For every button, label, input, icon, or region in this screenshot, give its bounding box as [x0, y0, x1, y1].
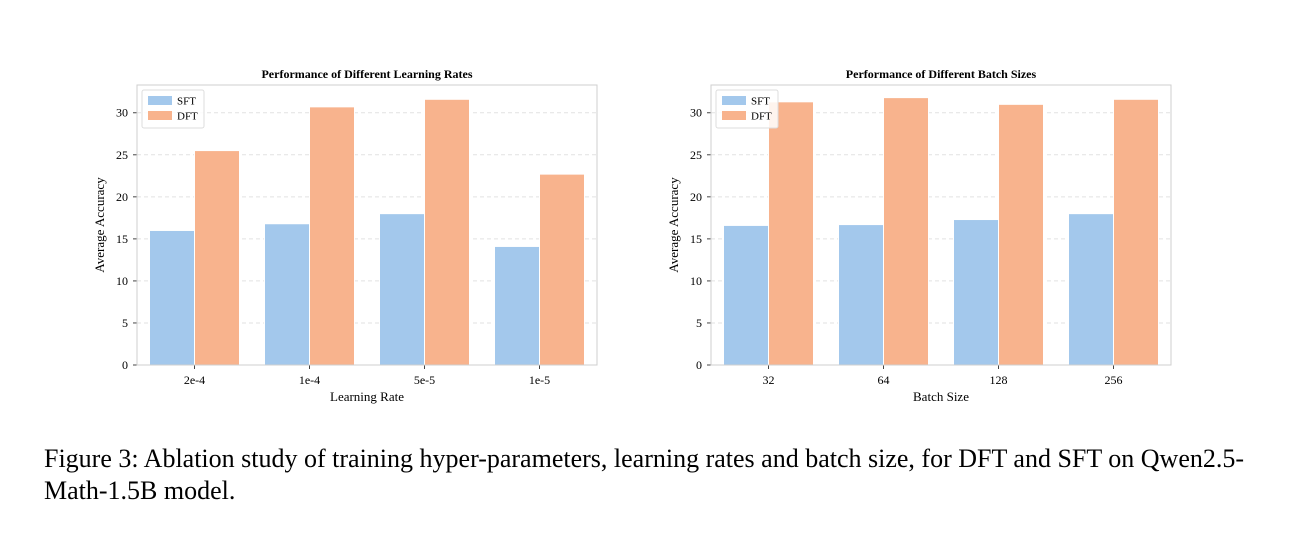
x-tick-label: 2e-4: [184, 373, 205, 387]
y-axis-label: Average Accuracy: [92, 177, 107, 273]
x-axis-label: Learning Rate: [330, 389, 404, 404]
x-tick-label: 1e-4: [299, 373, 320, 387]
y-tick-label: 5: [122, 316, 128, 330]
legend-label-dft: DFT: [177, 111, 198, 123]
bar-sft-1: [838, 224, 884, 366]
y-tick-label: 15: [116, 232, 128, 246]
bar-dft-1: [309, 106, 355, 366]
bar-dft-3: [539, 173, 585, 366]
chart-title: Performance of Different Batch Sizes: [846, 67, 1037, 81]
x-axis-label: Batch Size: [913, 389, 969, 404]
x-tick-label: 32: [763, 373, 775, 387]
y-tick-label: 20: [116, 190, 128, 204]
y-tick-label: 20: [690, 190, 702, 204]
bar-sft-1: [264, 223, 310, 366]
legend-label-sft: SFT: [177, 96, 196, 108]
y-tick-label: 30: [116, 106, 128, 120]
bar-sft-3: [494, 245, 540, 366]
bar-dft-0: [768, 101, 814, 366]
x-tick-label: 128: [990, 373, 1008, 387]
bar-sft-0: [723, 224, 769, 366]
y-tick-label: 30: [690, 106, 702, 120]
chart-learning-rates: 2e-4 1e-4 5e-5 1e-5 0 5 10 15 20 25 30 Performance …: [92, 67, 598, 404]
y-axis-label: Average Accuracy: [666, 177, 681, 273]
y-tick-label: 5: [696, 316, 702, 330]
legend-swatch-dft: [148, 111, 172, 120]
bar-dft-1: [883, 97, 929, 366]
y-tick-label: 25: [690, 148, 702, 162]
plot-frame: [710, 84, 1172, 366]
y-tick-label: 0: [122, 358, 128, 372]
bar-sft-2: [379, 213, 425, 366]
y-tick-label: 10: [690, 274, 702, 288]
bar-sft-2: [953, 219, 999, 366]
legend-label-dft: DFT: [751, 111, 772, 123]
y-tick-label: 10: [116, 274, 128, 288]
bar-sft-3: [1068, 213, 1114, 366]
y-tick-label: 15: [690, 232, 702, 246]
bar-dft-2: [998, 103, 1044, 366]
bar-sft-0: [149, 229, 195, 366]
bar-dft-3: [1113, 98, 1159, 366]
y-tick-label: 0: [696, 358, 702, 372]
legend-label-sft: SFT: [751, 96, 770, 108]
chart-batch-sizes: 32 64 128 256 0 5 10 15 20 25 30 Performance of Dif…: [666, 67, 1172, 404]
legend-swatch-dft: [722, 111, 746, 120]
x-tick-label: 5e-5: [414, 373, 435, 387]
bar-dft-2: [424, 98, 470, 366]
legend-swatch-sft: [148, 96, 172, 105]
x-tick-label: 1e-5: [529, 373, 550, 387]
chart-title: Performance of Different Learning Rates: [261, 67, 472, 81]
bar-dft-0: [194, 150, 240, 366]
figure-caption: Figure 3: Ablation study of training hyp…: [44, 444, 1245, 505]
x-tick-label: 64: [878, 373, 890, 387]
x-tick-label: 256: [1105, 373, 1123, 387]
plot-frame: [136, 84, 598, 366]
legend-swatch-sft: [722, 96, 746, 105]
y-tick-label: 25: [116, 148, 128, 162]
